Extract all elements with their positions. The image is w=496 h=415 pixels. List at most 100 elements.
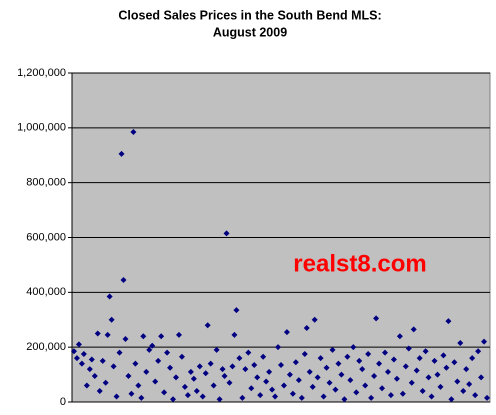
y-tick-label: 1,200,000 xyxy=(17,67,66,79)
point xyxy=(306,368,313,375)
y-tick-label: 200,000 xyxy=(26,341,66,353)
point xyxy=(75,341,82,348)
point xyxy=(362,382,369,389)
point xyxy=(457,340,464,347)
point xyxy=(213,346,220,353)
point xyxy=(260,353,267,360)
point xyxy=(138,394,145,401)
point xyxy=(405,345,412,352)
point xyxy=(272,393,279,400)
point xyxy=(104,331,111,338)
point xyxy=(266,368,273,375)
point xyxy=(437,383,444,390)
point xyxy=(371,372,378,379)
point xyxy=(245,349,252,356)
point xyxy=(216,396,223,403)
point xyxy=(317,355,324,362)
point xyxy=(152,378,159,385)
point xyxy=(443,364,450,371)
point xyxy=(460,388,467,395)
point xyxy=(236,355,243,362)
point xyxy=(257,392,264,399)
point xyxy=(275,344,282,351)
point xyxy=(422,348,429,355)
point xyxy=(263,378,270,385)
point xyxy=(88,356,95,363)
point xyxy=(280,382,287,389)
point xyxy=(113,393,120,400)
point xyxy=(254,374,261,381)
point xyxy=(356,357,363,364)
point xyxy=(332,386,339,393)
point xyxy=(158,333,165,340)
point xyxy=(379,385,386,392)
point xyxy=(161,389,168,396)
point xyxy=(283,329,290,336)
point xyxy=(347,377,354,384)
point xyxy=(320,393,327,400)
point xyxy=(204,322,211,329)
annotation: realst8.com xyxy=(293,250,426,277)
point xyxy=(226,379,233,386)
point xyxy=(149,342,156,349)
point xyxy=(431,357,438,364)
point xyxy=(434,371,441,378)
point xyxy=(199,393,206,400)
point xyxy=(425,374,432,381)
point xyxy=(326,379,333,386)
point xyxy=(448,396,455,403)
point xyxy=(202,370,209,377)
point xyxy=(387,392,394,399)
point xyxy=(155,357,162,364)
point xyxy=(289,390,296,397)
point xyxy=(301,351,308,358)
point xyxy=(91,372,98,379)
point xyxy=(164,349,171,356)
y-tick-label: 400,000 xyxy=(26,286,66,298)
point xyxy=(170,396,177,403)
point xyxy=(173,374,180,381)
point xyxy=(106,293,113,300)
point xyxy=(233,307,240,314)
point xyxy=(390,356,397,363)
point xyxy=(303,324,310,331)
point xyxy=(481,338,488,345)
point xyxy=(376,360,383,367)
point xyxy=(469,355,476,362)
point xyxy=(130,128,137,135)
point xyxy=(341,396,348,403)
point xyxy=(359,366,366,373)
point xyxy=(184,392,191,399)
point xyxy=(384,368,391,375)
point xyxy=(242,366,249,373)
point xyxy=(167,364,174,371)
point xyxy=(94,330,101,337)
y-tick-label: 1,000,000 xyxy=(17,122,66,134)
point xyxy=(399,390,406,397)
point xyxy=(311,316,318,323)
point xyxy=(80,351,87,358)
point xyxy=(344,353,351,360)
point xyxy=(413,367,420,374)
point xyxy=(286,371,293,378)
point xyxy=(231,331,238,338)
point xyxy=(478,374,485,381)
point xyxy=(140,333,147,340)
point xyxy=(350,344,357,351)
point xyxy=(99,357,106,364)
point xyxy=(382,349,389,356)
point xyxy=(475,348,482,355)
point xyxy=(181,383,188,390)
point xyxy=(229,363,236,370)
point xyxy=(295,377,302,384)
point xyxy=(175,331,182,338)
point xyxy=(86,366,93,373)
point xyxy=(143,368,150,375)
point xyxy=(451,359,458,366)
point xyxy=(110,363,117,370)
point xyxy=(96,388,103,395)
point xyxy=(251,361,258,368)
point xyxy=(128,390,135,397)
point xyxy=(132,360,139,367)
